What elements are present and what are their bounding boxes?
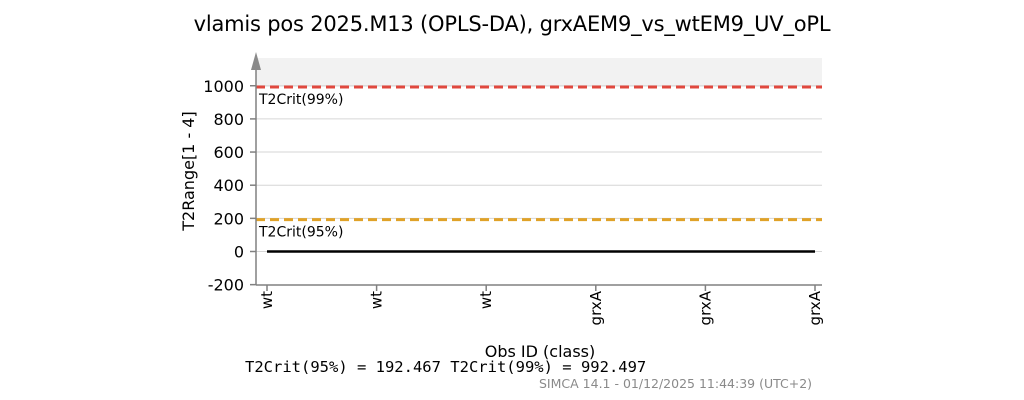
critical-values-readout: T2Crit(95%) = 192.467 T2Crit(99%) = 992.… [245,358,647,376]
y-axis-arrow-icon [251,52,261,70]
y-axis-title: T2Range[1 - 4] [179,111,198,231]
x-tick-label: grxA [587,290,605,325]
reference-line-label: T2Crit(99%) [258,92,343,108]
reference-line-label: T2Crit(95%) [258,225,343,241]
above-critical-shade [256,58,822,87]
chart-title: vlamis pos 2025.M13 (OPLS-DA), grxAEM9_v… [193,12,831,36]
y-tick-label: -200 [208,276,244,295]
axes: -200 0 200 400 600 800 1000 wt wt wt grxA grxA grxA [203,52,824,325]
y-tick-label: 800 [213,110,244,129]
axis-labels: Obs ID (class) T2Range[1 - 4] [179,111,595,361]
x-tick-label: grxA [696,290,714,325]
y-tick-label: 200 [213,209,244,228]
x-tick-label: grxA [806,290,824,325]
y-tick-label: 1000 [203,77,244,96]
y-tick-label: 400 [213,176,244,195]
software-watermark: SIMCA 14.1 - 01/12/2025 11:44:39 (UTC+2) [539,376,813,391]
x-tick-label: wt [368,291,386,309]
y-tick-label: 0 [234,243,244,262]
x-axis-title: Obs ID (class) [485,342,596,361]
x-tick-label: wt [477,291,495,309]
y-tick-label: 600 [213,143,244,162]
x-tick-label: wt [258,291,276,309]
reference-lines: T2Crit(99%) T2Crit(95%) [256,85,822,241]
